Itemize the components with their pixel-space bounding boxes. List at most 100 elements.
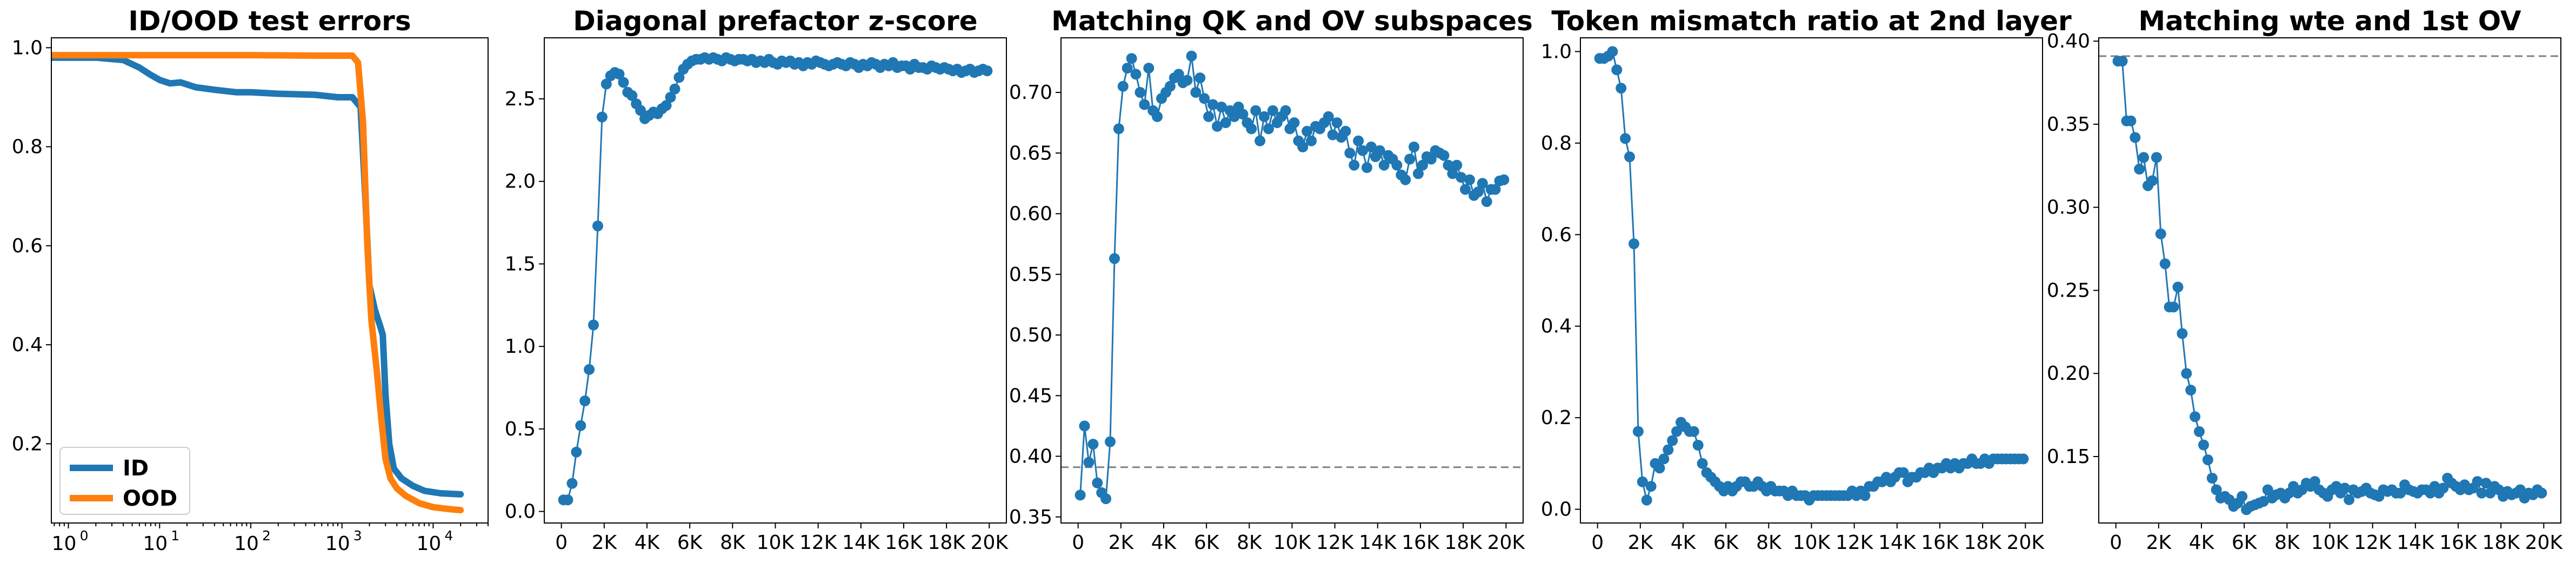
x-tick-label: 20K [971, 532, 1009, 554]
x-tick-label: 8K [1237, 532, 1263, 554]
y-tick-label: 0.40 [2047, 30, 2090, 52]
data-point [1859, 490, 1871, 501]
data-point [2168, 301, 2179, 313]
data-point [1109, 253, 1120, 264]
y-tick-label: 0.65 [1009, 142, 1052, 164]
chart-panel-5: Matching wte and 1st OV 0.15 0.20 0.25 0.30 0… [2047, 5, 2564, 554]
data-point [1671, 426, 1683, 437]
data-point [1254, 135, 1266, 146]
data-point [1362, 162, 1372, 173]
y-tick-label: 0.8 [1541, 132, 1572, 155]
data-point [1456, 172, 1467, 183]
data-point [1637, 476, 1648, 487]
x-tick-label: 10K [2311, 532, 2350, 554]
data-point [1400, 174, 1411, 185]
data-point [2472, 476, 2483, 487]
x-tick-label: 8K [720, 532, 746, 554]
x-tick-label: 4K [1151, 532, 1177, 554]
data-point [1280, 105, 1291, 116]
data-point [665, 92, 676, 103]
data-point [2172, 281, 2184, 293]
series-line-ood [51, 52, 464, 514]
y-tick-label: 0.35 [1009, 506, 1052, 528]
data-point [1632, 426, 1644, 437]
series-line-id [51, 54, 464, 498]
series-line [563, 57, 987, 501]
x-tick-label: 6K [2232, 532, 2258, 554]
x-tick-label: 10 [325, 533, 350, 555]
plot-area [1075, 50, 1510, 505]
x-tick-label: 4K [2189, 532, 2215, 554]
data-point [1378, 159, 1390, 171]
data-point [1357, 145, 1369, 156]
x-tick-label: 16K [1921, 532, 1959, 554]
x-tick-label: 20K [2007, 532, 2045, 554]
data-point [571, 446, 582, 458]
data-point [2476, 487, 2487, 499]
data-point [2344, 494, 2355, 505]
data-point [1898, 467, 1909, 478]
data-point [2117, 56, 2128, 67]
data-point [1105, 436, 1116, 447]
axes-frame [1060, 37, 1524, 524]
data-point [1607, 46, 1618, 57]
data-point [1139, 99, 1150, 110]
y-tick-label: 0.4 [1541, 316, 1572, 338]
x-tick-label: 14K [1359, 532, 1397, 554]
x-tick-label: 10K [1793, 532, 1831, 554]
data-point [1611, 64, 1623, 76]
x-tick-label: 10 [234, 533, 259, 555]
legend-label: OOD [123, 486, 177, 511]
y-tick-label: 2.0 [505, 171, 536, 193]
x-tick-label: 12K [2354, 532, 2392, 554]
data-point [1250, 105, 1262, 116]
x-tick-exponent: 3 [353, 528, 362, 544]
data-point [613, 69, 625, 80]
y-tick-label: 0.8 [12, 136, 43, 158]
data-point [2151, 152, 2162, 163]
data-point [1641, 494, 1652, 506]
chart-title: Diagonal prefactor z-score [573, 5, 977, 37]
x-tick-label: 16K [2439, 532, 2478, 554]
data-point [575, 420, 586, 431]
x-tick-label: 10K [757, 532, 795, 554]
data-point [1302, 125, 1313, 137]
data-point [1075, 489, 1086, 501]
x-tick-label: 8K [2274, 532, 2300, 554]
data-point [1331, 117, 1343, 129]
data-point [1100, 493, 1112, 505]
x-tick-exponent: 2 [262, 528, 271, 544]
chart-title: Token mismatch ratio at 2nd layer [1551, 5, 2072, 37]
data-point [2138, 152, 2150, 163]
data-point [1697, 458, 1708, 469]
legend-label: ID [123, 456, 149, 481]
data-point [673, 72, 685, 83]
data-point [1413, 168, 1424, 179]
x-tick-label: 18K [1444, 532, 1483, 554]
data-point [1481, 196, 1492, 207]
data-point [1152, 111, 1163, 122]
x-tick-label: 18K [2482, 532, 2520, 554]
data-point [2514, 484, 2526, 495]
y-tick-label: 2.5 [505, 88, 536, 110]
data-point [1263, 123, 1274, 135]
data-point [1663, 444, 1674, 455]
data-point [1194, 72, 1206, 84]
data-point [1130, 69, 1142, 80]
data-point [669, 83, 680, 95]
data-point [1212, 120, 1223, 132]
data-point [1143, 63, 1154, 74]
data-point [1340, 125, 1351, 137]
data-point [1182, 75, 1193, 86]
data-point [1654, 462, 1665, 474]
data-point [566, 478, 578, 489]
x-tick-label: 0 [1072, 532, 1084, 554]
x-tick-label: 6K [1194, 532, 1220, 554]
data-point [2262, 484, 2273, 495]
data-point [2237, 491, 2248, 502]
data-point [2202, 454, 2213, 466]
axes-frame [1580, 37, 2043, 524]
data-point [1464, 174, 1475, 185]
x-tick-label: 20K [1487, 532, 1526, 554]
x-tick-label: 12K [799, 532, 838, 554]
